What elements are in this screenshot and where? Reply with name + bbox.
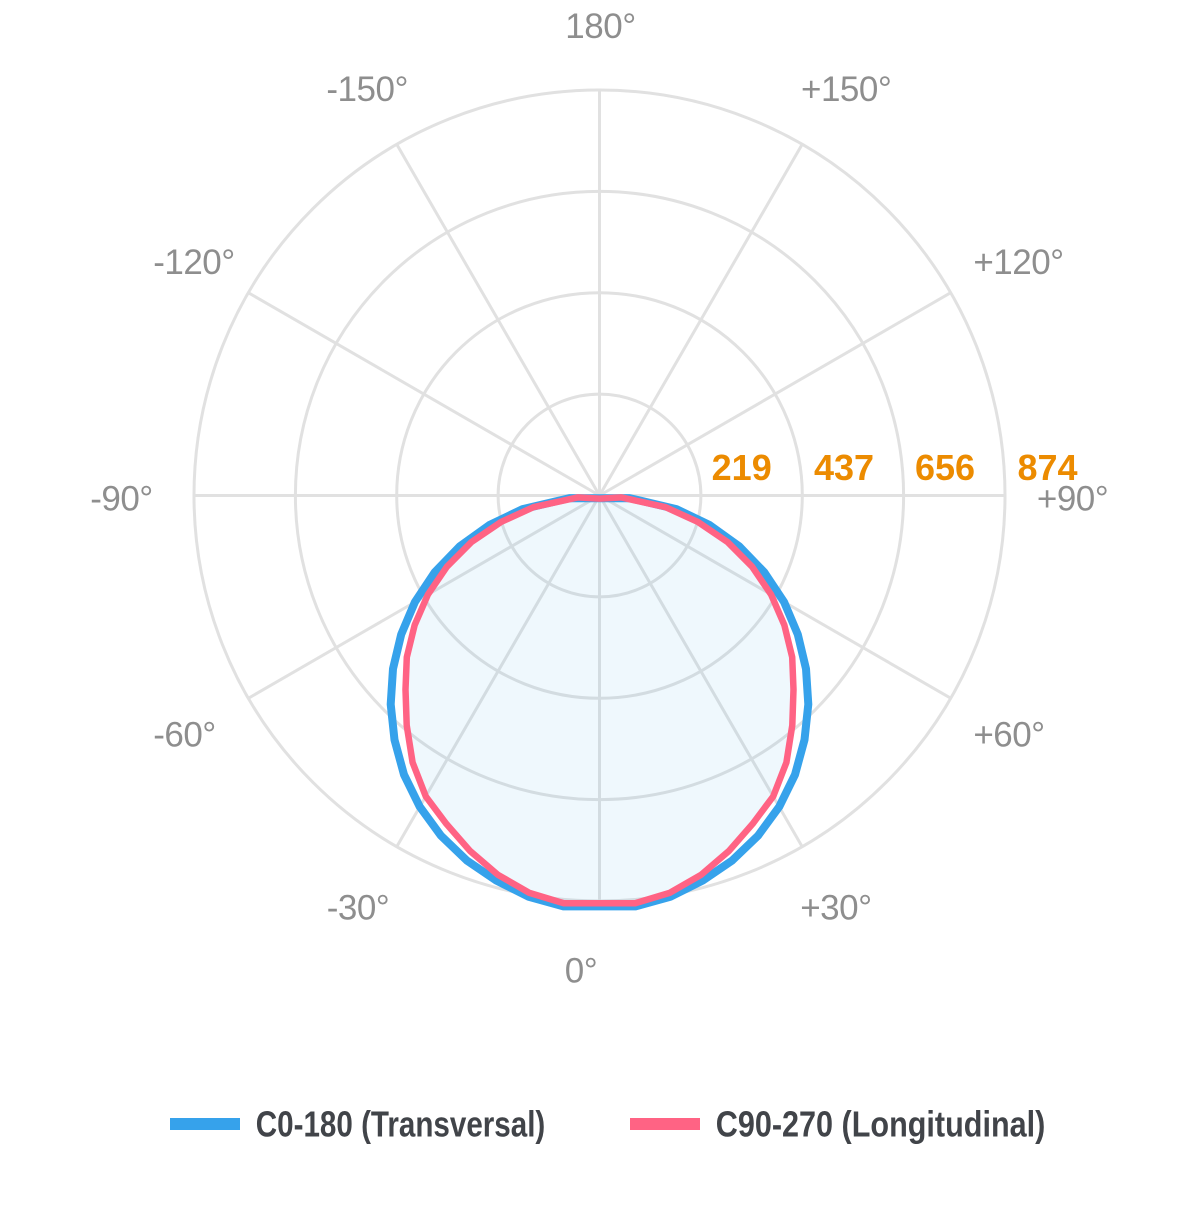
svg-text:C0-180 (Transversal): C0-180 (Transversal) <box>256 1104 546 1145</box>
svg-text:+120°: +120° <box>973 243 1063 282</box>
svg-text:+150°: +150° <box>801 70 891 109</box>
svg-text:0°: 0° <box>565 952 597 991</box>
svg-text:219: 219 <box>712 447 772 488</box>
svg-text:874: 874 <box>1017 447 1077 488</box>
svg-text:-150°: -150° <box>326 70 408 109</box>
svg-text:+90°: +90° <box>1037 479 1108 518</box>
svg-text:-120°: -120° <box>153 243 235 282</box>
svg-text:180°: 180° <box>565 7 635 46</box>
svg-text:+30°: +30° <box>800 889 871 928</box>
svg-text:-90°: -90° <box>90 479 153 518</box>
svg-text:437: 437 <box>814 447 874 488</box>
svg-text:C90-270 (Longitudinal): C90-270 (Longitudinal) <box>716 1104 1046 1145</box>
svg-text:-60°: -60° <box>153 716 216 755</box>
svg-text:-30°: -30° <box>327 889 390 928</box>
svg-text:+60°: +60° <box>973 716 1044 755</box>
svg-text:656: 656 <box>915 447 975 488</box>
